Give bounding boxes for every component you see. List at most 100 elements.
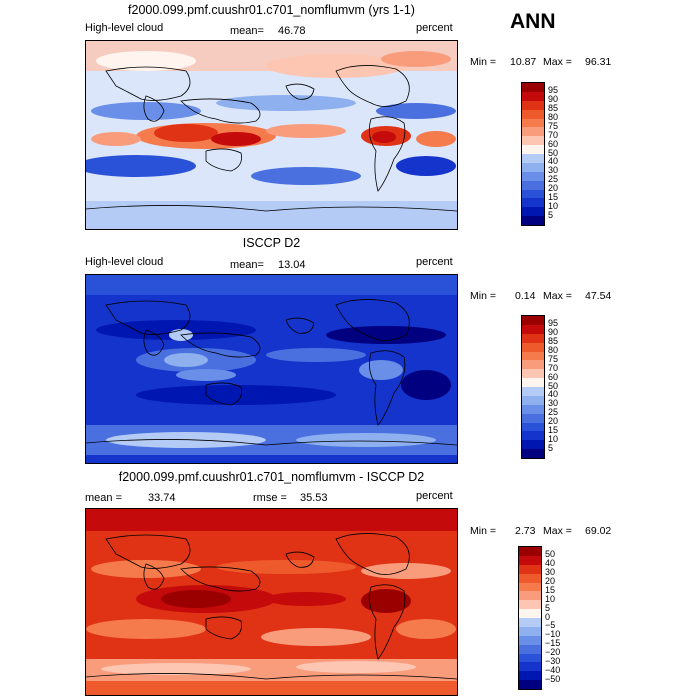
colorbar-level-label: 30 bbox=[548, 398, 559, 409]
colorbar-level-label: 70 bbox=[548, 129, 559, 140]
colorbar-level-label: 10 bbox=[545, 593, 556, 604]
panel3-min-value: 2.73 bbox=[515, 525, 536, 537]
panel3-min-label: Min = bbox=[470, 525, 496, 537]
panel2-map bbox=[85, 274, 458, 464]
panel2-max-value: 47.54 bbox=[585, 290, 612, 302]
colorbar-level-label: 20 bbox=[548, 416, 559, 426]
colorbar-swatch bbox=[519, 671, 541, 681]
colorbar-level-label: −10 bbox=[545, 629, 561, 640]
panel2-title: ISCCP D2 bbox=[242, 236, 301, 250]
colorbar-level-label: 10 bbox=[548, 433, 559, 444]
colorbar-swatch bbox=[522, 316, 544, 325]
colorbar-swatch bbox=[519, 644, 541, 654]
colorbar-swatch bbox=[519, 680, 541, 689]
colorbar-level-label: 90 bbox=[548, 327, 559, 338]
colorbar-swatch bbox=[522, 127, 544, 137]
colorbar-level-label: 0 bbox=[545, 611, 551, 622]
colorbar-swatch bbox=[522, 387, 544, 396]
panel2-max-label: Max = bbox=[543, 290, 572, 302]
colorbar-level-label: 95 bbox=[548, 85, 559, 96]
colorbar-level-label: −30 bbox=[545, 655, 561, 666]
colorbar-swatch bbox=[522, 431, 544, 441]
colorbar-swatch bbox=[522, 324, 544, 334]
panel1-min-value: 10.87 bbox=[510, 56, 537, 68]
colorbar-level-label: −40 bbox=[545, 664, 561, 675]
colorbar-level-label: 85 bbox=[548, 103, 559, 114]
panel1-colorbar bbox=[521, 82, 545, 226]
colorbar-swatch bbox=[522, 83, 544, 92]
colorbar-level-label: 25 bbox=[548, 407, 559, 418]
colorbar-swatch bbox=[522, 395, 544, 405]
colorbar-swatch bbox=[519, 618, 541, 627]
colorbar-swatch bbox=[519, 555, 541, 565]
colorbar-level-label: 50 bbox=[548, 147, 559, 158]
panel2-units-label: percent bbox=[416, 256, 453, 268]
colorbar-swatch bbox=[522, 440, 544, 450]
panel1-max-value: 96.31 bbox=[585, 56, 612, 68]
colorbar-swatch bbox=[522, 198, 544, 208]
colorbar-level-label: −50 bbox=[545, 673, 561, 684]
colorbar-level-label: 70 bbox=[548, 362, 559, 373]
panel1-mean-label: mean= bbox=[230, 25, 264, 37]
colorbar-swatch bbox=[522, 118, 544, 128]
colorbar-swatch bbox=[519, 653, 541, 663]
panel3-colorbar bbox=[518, 546, 542, 690]
colorbar-level-label: 20 bbox=[548, 183, 559, 193]
colorbar-swatch bbox=[519, 600, 541, 610]
colorbar-swatch bbox=[522, 413, 544, 423]
panel1-units-label: percent bbox=[416, 22, 453, 34]
colorbar-level-label: 5 bbox=[548, 209, 554, 220]
colorbar-swatch bbox=[522, 422, 544, 432]
colorbar-level-label: 5 bbox=[545, 602, 551, 613]
colorbar-swatch bbox=[522, 189, 544, 199]
colorbar-swatch bbox=[522, 216, 544, 225]
panel3-max-value: 69.02 bbox=[585, 525, 612, 537]
panel2-mean-value: 13.04 bbox=[278, 259, 306, 271]
panel3-title: f2000.099.pmf.cuushr01.c701_nomflumvm - … bbox=[118, 470, 425, 484]
colorbar-level-label: 15 bbox=[545, 584, 556, 595]
colorbar-swatch bbox=[522, 180, 544, 190]
colorbar-swatch bbox=[519, 626, 541, 636]
colorbar-level-label: 30 bbox=[545, 567, 556, 578]
colorbar-swatch bbox=[519, 609, 541, 618]
colorbar-level-label: 20 bbox=[545, 576, 556, 586]
colorbar-level-label: 60 bbox=[548, 138, 559, 149]
colorbar-swatch bbox=[519, 635, 541, 645]
colorbar-swatch bbox=[522, 171, 544, 181]
panel2-min-label: Min = bbox=[470, 290, 496, 302]
panel1-min-label: Min = bbox=[470, 56, 496, 68]
panel3-mean-value: 33.74 bbox=[148, 492, 176, 504]
colorbar-swatch bbox=[522, 145, 544, 154]
colorbar-swatch bbox=[519, 564, 541, 574]
colorbar-level-label: 10 bbox=[548, 200, 559, 211]
colorbar-level-label: −20 bbox=[545, 647, 561, 657]
colorbar-level-label: −15 bbox=[545, 638, 561, 649]
panel1-max-label: Max = bbox=[543, 56, 572, 68]
panel3-mean-label: mean = bbox=[85, 492, 122, 504]
colorbar-swatch bbox=[519, 547, 541, 556]
colorbar-swatch bbox=[519, 662, 541, 672]
colorbar-swatch bbox=[519, 573, 541, 583]
colorbar-level-label: 40 bbox=[545, 558, 556, 569]
panel3-units-label: percent bbox=[416, 490, 453, 502]
colorbar-level-label: 40 bbox=[548, 156, 559, 167]
colorbar-swatch bbox=[522, 404, 544, 414]
colorbar-swatch bbox=[522, 342, 544, 352]
panel1-variable-label: High-level cloud bbox=[85, 22, 164, 34]
panel2-mean-label: mean= bbox=[230, 259, 264, 271]
panel1-title: f2000.099.pmf.cuushr01.c701_nomflumvm (y… bbox=[128, 3, 415, 17]
panel3-map bbox=[85, 508, 458, 696]
colorbar-level-label: 5 bbox=[548, 442, 554, 453]
colorbar-swatch bbox=[522, 162, 544, 172]
panel2-colorbar bbox=[521, 315, 545, 459]
colorbar-level-label: 85 bbox=[548, 336, 559, 347]
colorbar-level-label: 80 bbox=[548, 345, 559, 355]
colorbar-level-label: 30 bbox=[548, 165, 559, 176]
colorbar-level-label: 50 bbox=[548, 380, 559, 391]
colorbar-swatch bbox=[522, 91, 544, 101]
colorbar-swatch bbox=[519, 591, 541, 601]
colorbar-level-label: 40 bbox=[548, 389, 559, 400]
panel3-max-label: Max = bbox=[543, 525, 572, 537]
colorbar-swatch bbox=[522, 378, 544, 387]
colorbar-level-label: 95 bbox=[548, 318, 559, 329]
